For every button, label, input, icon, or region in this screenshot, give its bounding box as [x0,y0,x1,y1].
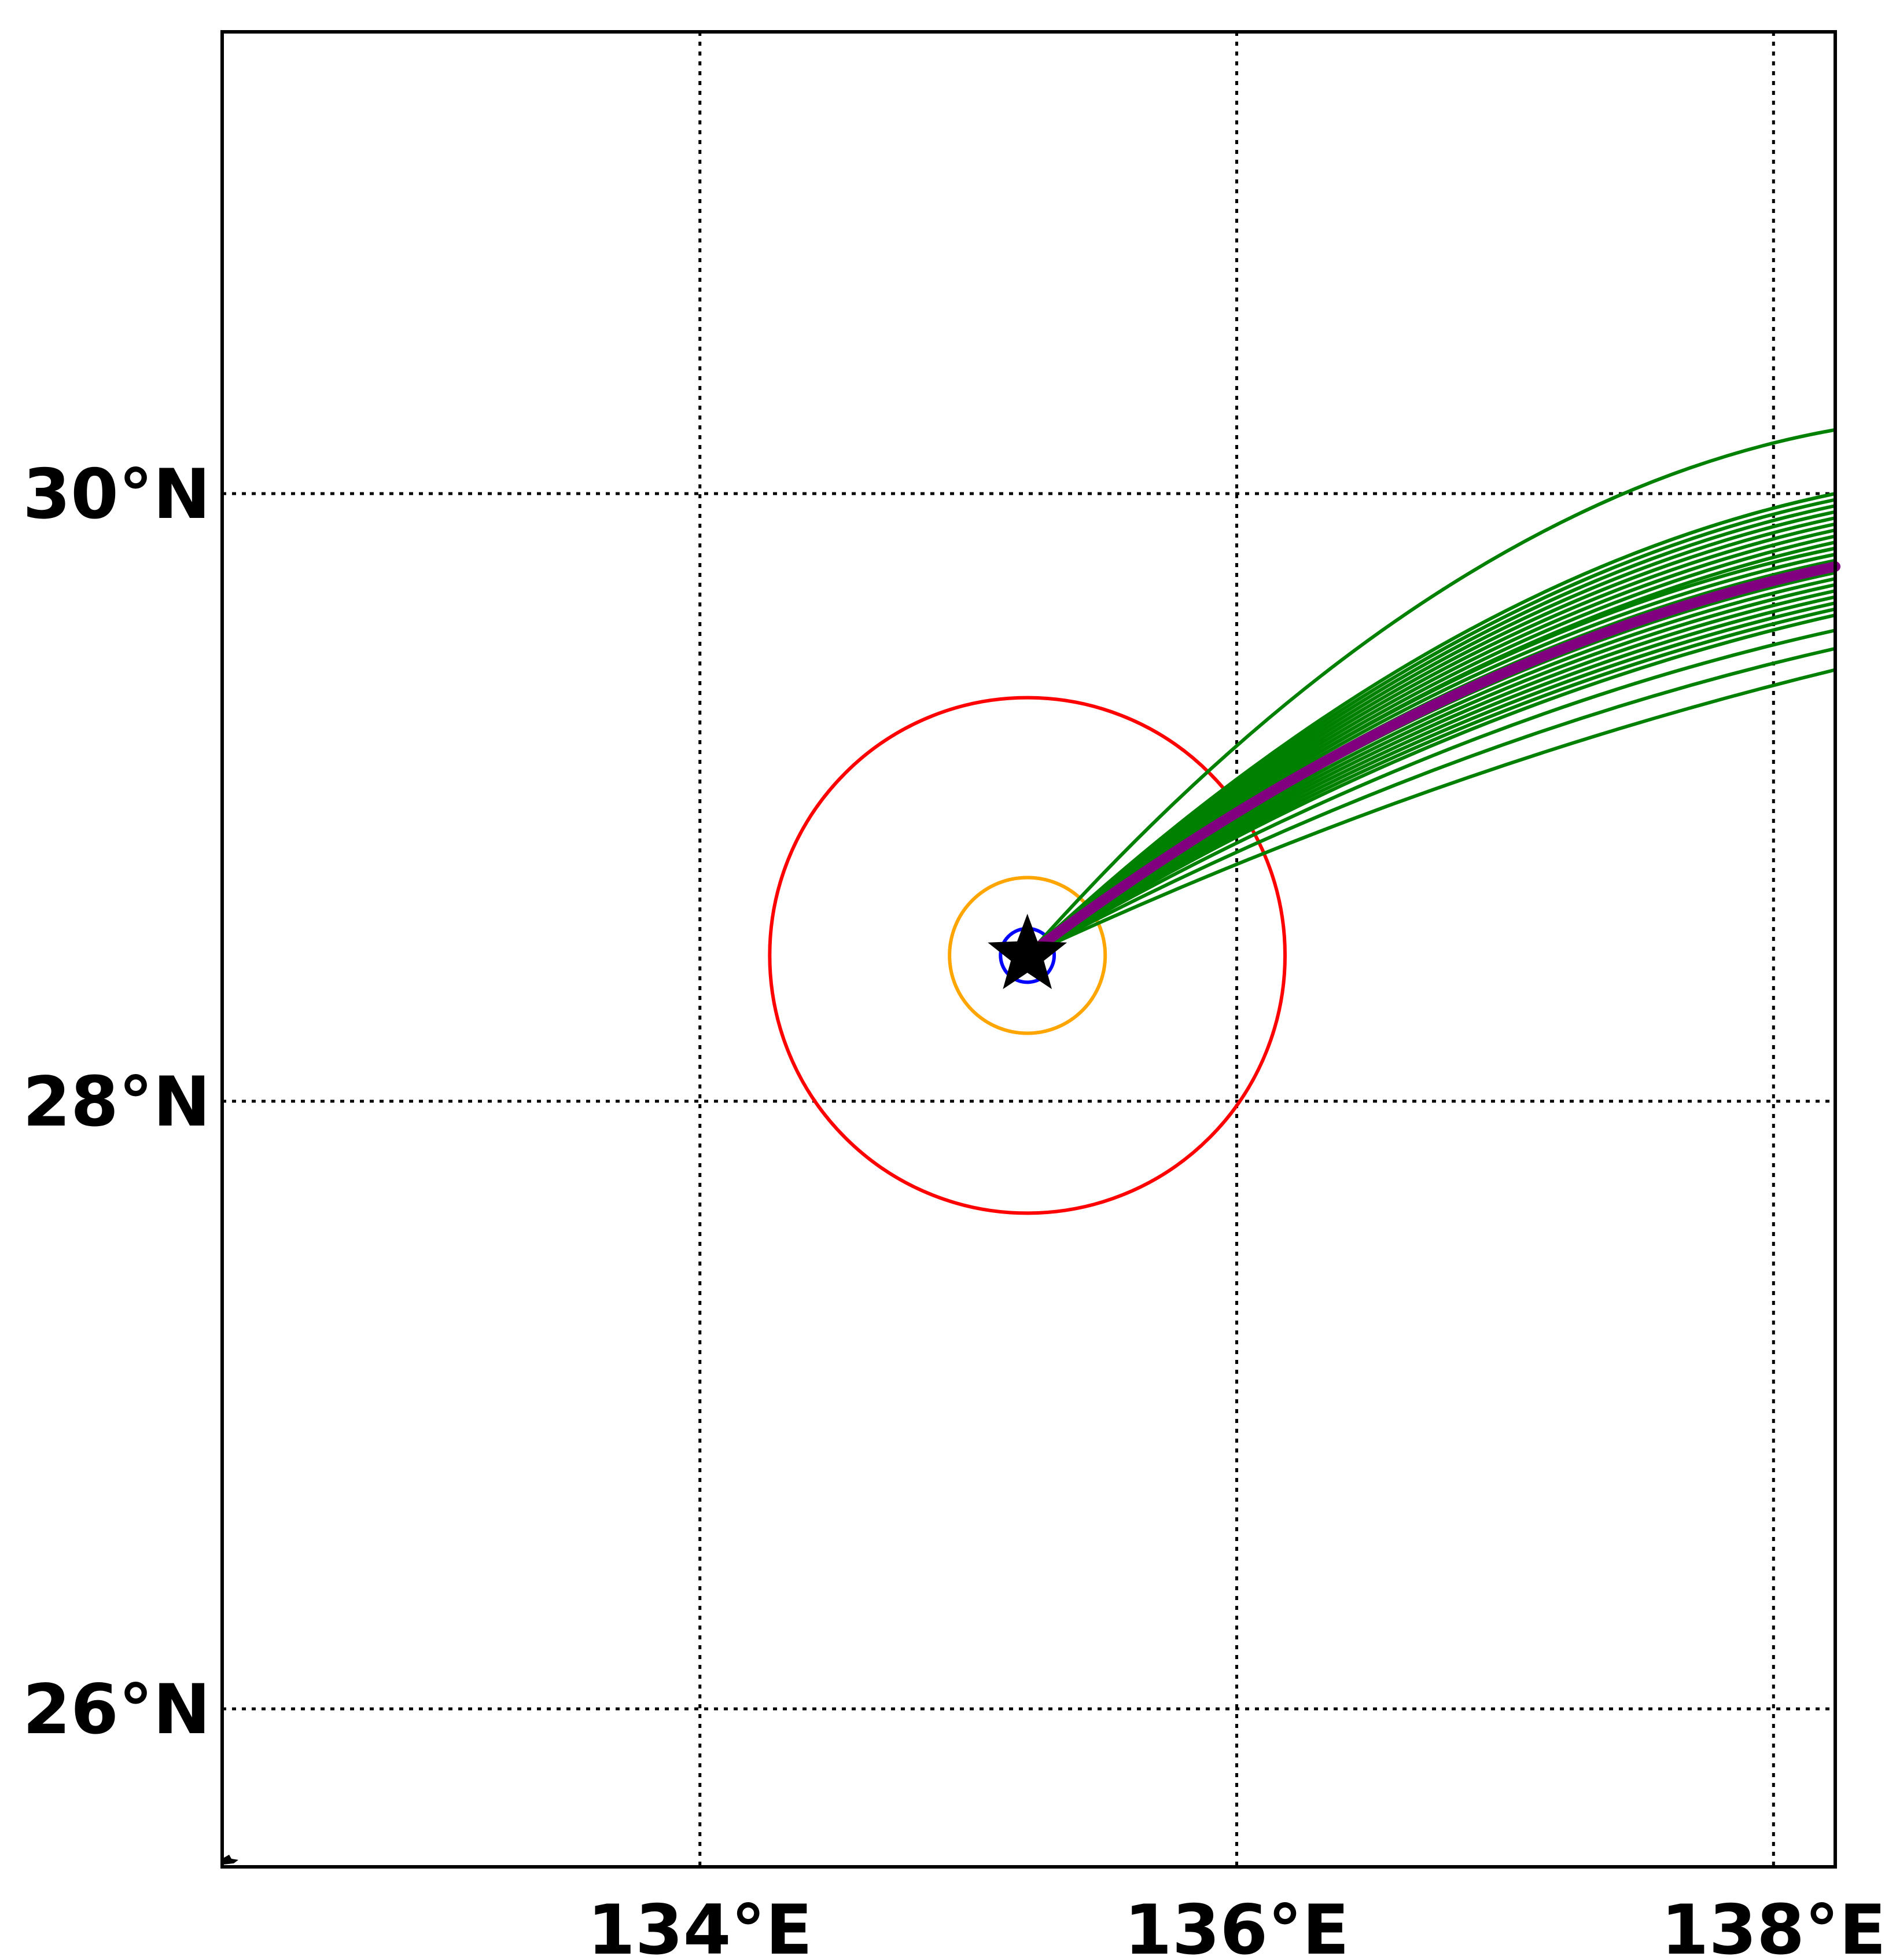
ensemble-track [1026,646,1836,957]
x-tick-label: 136°E [1124,1891,1349,1960]
y-tick-label: 30°N [23,455,211,535]
map-frame [220,30,1837,1869]
y-tick-label: 28°N [23,1062,211,1142]
middle-radius-ring [948,876,1107,1035]
storm-center-group [988,914,1067,990]
ensemble-track [1026,428,1836,957]
outer-radius-ring [768,696,1287,1215]
mean-track [1022,561,1840,961]
x-tick-label: 134°E [587,1891,812,1960]
radius-rings [768,696,1287,1215]
ensemble-track [1026,613,1836,957]
ensemble-track [1026,668,1836,957]
x-tick-label: 138°E [1661,1891,1886,1960]
storm-center-star-icon [988,914,1067,990]
y-tick-label: 26°N [23,1670,211,1750]
coastline-fragment [222,1855,238,1865]
ensemble-tracks [1026,428,1836,957]
mean-track-group [1022,561,1840,961]
tick-labels: 134°E 136°E 138°E 26°N 28°N 30°N [23,455,1886,1960]
graticule [222,32,1835,1867]
ensemble-track [1026,628,1836,957]
